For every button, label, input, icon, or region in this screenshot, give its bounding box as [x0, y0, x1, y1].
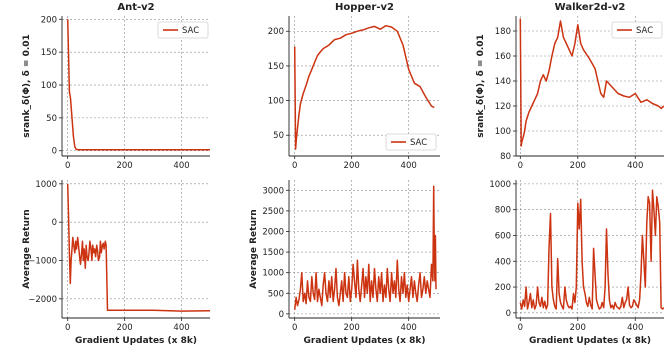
x-tick-label: 400	[401, 323, 417, 333]
y-axis-label: srank_δ(Φ), δ = 0.01	[476, 34, 486, 138]
y-tick-label: 2000	[262, 227, 284, 237]
y-tick-label: 0	[52, 147, 57, 157]
x-tick-label: 400	[173, 323, 189, 333]
x-tick-label: 400	[173, 161, 189, 171]
x-tick-label: 400	[401, 161, 417, 171]
y-tick-label: 0	[52, 218, 57, 228]
y-tick-label: −2000	[28, 295, 57, 305]
legend: SAC	[157, 21, 209, 39]
x-tick-label: 200	[570, 323, 586, 333]
legend-label: SAC	[410, 138, 427, 148]
y-tick-label: 160	[495, 52, 511, 62]
series-line	[519, 18, 664, 147]
panel-title: Walker2d-v2	[555, 2, 626, 13]
panel-1: 0 200 400 0 50 100 150 200 Ant-v2 srank_δ(Φ), δ =…	[22, 2, 210, 171]
x-tick-label: 400	[627, 161, 643, 171]
y-tick-label: 0	[279, 310, 284, 320]
y-tick-label: 50	[46, 114, 57, 124]
y-axis-label: Average Return	[249, 209, 259, 288]
x-tick-label: 400	[627, 323, 643, 333]
y-tick-label: 400	[495, 257, 511, 267]
y-tick-label: 150	[41, 48, 57, 58]
y-tick-label: 1000	[35, 180, 57, 190]
y-tick-label: 100	[495, 127, 511, 137]
y-tick-label: 1000	[262, 269, 284, 279]
x-tick-label: 200	[344, 161, 360, 171]
series-line	[519, 189, 664, 310]
x-tick-label: 200	[570, 161, 586, 171]
y-tick-label: 100	[41, 81, 57, 91]
legend-label: SAC	[636, 26, 653, 36]
y-tick-label: 180	[495, 27, 511, 37]
x-axis-label: Gradient Updates (x 8k)	[75, 336, 197, 346]
y-tick-label: 0	[506, 309, 511, 319]
y-tick-label: 80	[500, 152, 511, 162]
panel-title: Hopper-v2	[335, 2, 394, 13]
x-tick-label: 200	[116, 323, 132, 333]
panel-3: 0 200 400 80 100 120 140 160 180 Walker2d-v2 srank…	[476, 2, 664, 171]
y-tick-label: 140	[495, 77, 511, 87]
series-line	[66, 19, 210, 151]
y-axis-label: Average Return	[22, 209, 32, 288]
legend: SAC	[611, 21, 663, 39]
series-line	[293, 24, 435, 150]
x-tick-label: 0	[292, 323, 297, 333]
legend-box	[385, 133, 437, 151]
panel-4: 0 200 400 −2000 −1000 0 1000 Gradient Updates (…	[22, 180, 210, 346]
panel-2: 0 200 400 50 100 150 200 Hopper-v2 SAC	[268, 2, 440, 171]
y-tick-label: 200	[41, 15, 57, 25]
x-tick-label: 200	[116, 161, 132, 171]
x-tick-label: 0	[65, 323, 70, 333]
x-tick-label: 200	[344, 323, 360, 333]
y-tick-label: 120	[495, 102, 511, 112]
legend-label: SAC	[182, 26, 199, 36]
x-axis-label: Gradient Updates (x 8k)	[304, 336, 426, 346]
y-tick-label: 1000	[489, 180, 511, 190]
y-tick-label: 100	[268, 97, 284, 107]
panel-6: 0 200 400 0 200 400 600 800 1000 Gradient Updates…	[489, 180, 664, 346]
legend-box	[611, 21, 663, 39]
series-line	[66, 183, 210, 312]
series-line	[293, 185, 437, 310]
legend: SAC	[385, 133, 437, 151]
y-tick-label: 1500	[262, 248, 284, 258]
x-tick-label: 0	[518, 161, 523, 171]
y-axis-label: srank_δ(Φ), δ = 0.01	[22, 34, 32, 138]
x-tick-label: 0	[518, 323, 523, 333]
y-tick-label: 800	[495, 206, 511, 216]
y-tick-label: 600	[495, 231, 511, 241]
y-tick-label: −1000	[28, 257, 57, 267]
y-tick-label: 3000	[262, 186, 284, 196]
panel-title: Ant-v2	[117, 2, 154, 13]
y-tick-label: 2500	[262, 207, 284, 217]
x-tick-label: 0	[292, 161, 297, 171]
x-axis-label: Gradient Updates (x 8k)	[529, 336, 651, 346]
y-tick-label: 50	[273, 131, 284, 141]
y-tick-label: 200	[495, 283, 511, 293]
y-tick-label: 200	[268, 27, 284, 37]
y-tick-label: 500	[268, 289, 284, 299]
y-tick-label: 150	[268, 62, 284, 72]
panel-5: 0 200 400 0 500 1000 1500 2000 2500 3000 Gradient …	[249, 180, 440, 346]
legend-box	[157, 21, 209, 39]
x-tick-label: 0	[65, 161, 70, 171]
